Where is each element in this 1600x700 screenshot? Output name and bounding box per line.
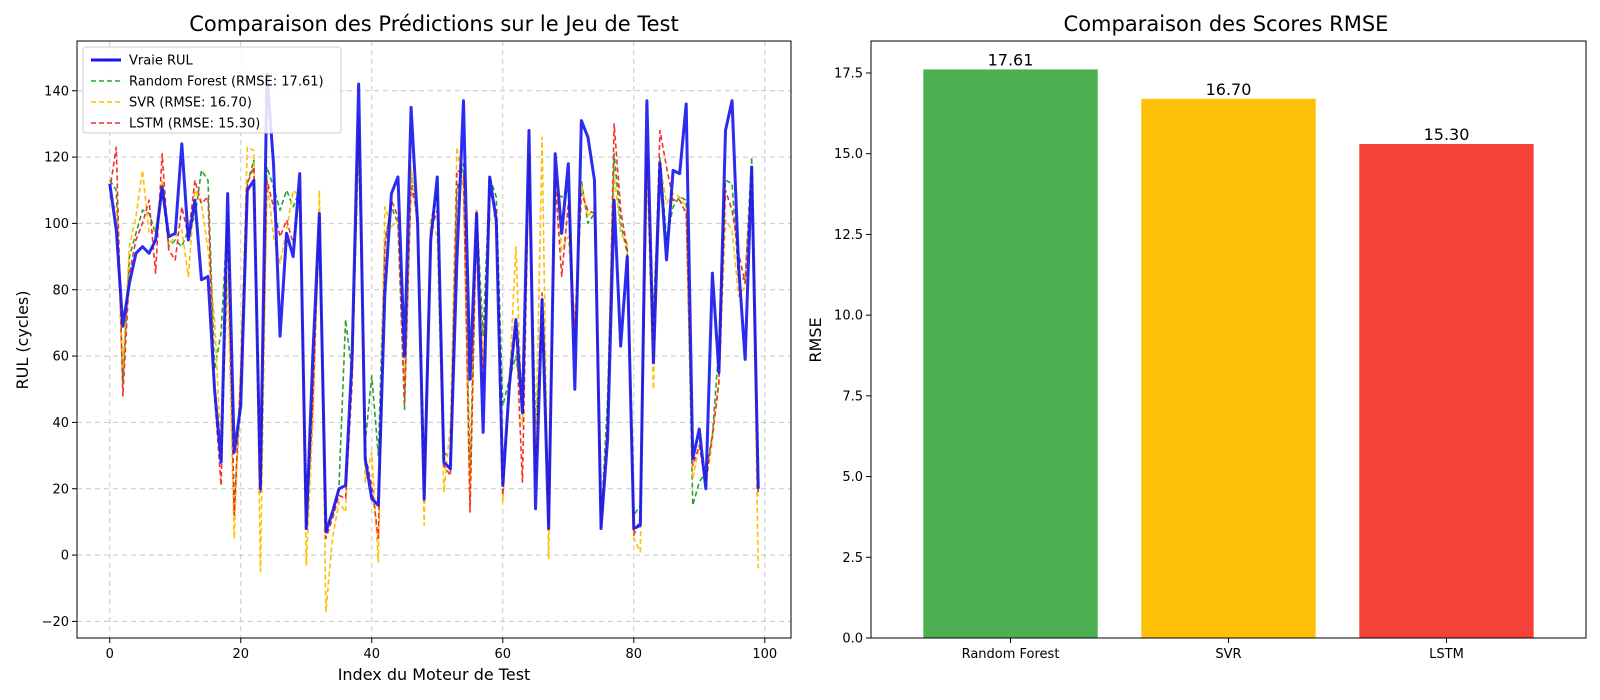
x-tick-label: Random Forest bbox=[962, 647, 1060, 662]
series-line-svr bbox=[109, 129, 760, 613]
line-chart-legend: Vraie RUL Random Forest (RMSE: 17.61) SVR … bbox=[82, 46, 342, 134]
bar-chart-x-ticks: Random Forest SVR LSTM bbox=[962, 638, 1464, 662]
line-chart-title: Comparaison des Prédictions sur le Jeu d… bbox=[189, 12, 678, 36]
y-tick-label: 20 bbox=[52, 482, 69, 497]
y-tick-label: −20 bbox=[42, 615, 69, 630]
y-tick-label: 140 bbox=[44, 84, 69, 99]
y-tick-label: 100 bbox=[44, 217, 69, 232]
line-chart-x-ticks: 0 20 40 60 80 100 bbox=[106, 638, 777, 662]
line-chart-panel: Comparaison des Prédictions sur le Jeu d… bbox=[13, 12, 792, 684]
x-tick-label: 0 bbox=[106, 647, 114, 662]
line-chart-y-axis-label: RUL (cycles) bbox=[13, 291, 32, 390]
bar-value-label: 16.70 bbox=[1206, 80, 1252, 99]
legend-label: Vraie RUL bbox=[129, 54, 193, 69]
bar-chart-panel: Comparaison des Scores RMSE 17.61 16.70 15… bbox=[806, 12, 1587, 662]
y-tick-label: 12.5 bbox=[834, 228, 863, 243]
bar-chart-y-ticks: 0.0 2.5 5.0 7.5 10.0 12.5 15.0 17.5 bbox=[834, 66, 871, 647]
y-tick-label: 2.5 bbox=[842, 551, 863, 566]
legend-label: LSTM (RMSE: 15.30) bbox=[129, 117, 260, 132]
x-tick-label: LSTM bbox=[1429, 647, 1464, 662]
y-tick-label: 17.5 bbox=[834, 66, 863, 81]
bar-lstm bbox=[1359, 143, 1534, 638]
line-chart-series bbox=[108, 72, 760, 613]
bar-value-label: 15.30 bbox=[1424, 125, 1470, 144]
y-tick-label: 7.5 bbox=[842, 389, 863, 404]
bar-chart-y-axis-label: RMSE bbox=[806, 317, 825, 362]
line-chart-y-ticks: −20 0 20 40 60 80 100 120 140 bbox=[42, 84, 77, 630]
legend-label: SVR (RMSE: 16.70) bbox=[129, 96, 252, 111]
bar-value-label: 17.61 bbox=[988, 50, 1034, 69]
line-chart-plot-area bbox=[76, 40, 792, 639]
legend-label: Random Forest (RMSE: 17.61) bbox=[129, 75, 324, 90]
x-tick-label: SVR bbox=[1215, 647, 1241, 662]
y-tick-label: 80 bbox=[52, 283, 69, 298]
bar-random-forest bbox=[923, 69, 1098, 638]
series-line-vraie bbox=[108, 72, 760, 534]
y-tick-label: 60 bbox=[52, 350, 69, 365]
bar-chart-bars: 17.61 16.70 15.30 bbox=[923, 50, 1534, 638]
x-tick-label: 60 bbox=[495, 647, 512, 662]
x-tick-label: 80 bbox=[626, 647, 643, 662]
y-tick-label: 0.0 bbox=[842, 632, 863, 647]
bar-svr bbox=[1141, 98, 1316, 638]
line-chart-x-axis-label: Index du Moteur de Test bbox=[338, 665, 531, 684]
x-tick-label: 100 bbox=[752, 647, 777, 662]
x-tick-label: 40 bbox=[363, 647, 380, 662]
y-tick-label: 5.0 bbox=[842, 470, 863, 485]
y-tick-label: 0 bbox=[61, 549, 69, 564]
y-tick-label: 40 bbox=[52, 416, 69, 431]
y-tick-label: 15.0 bbox=[834, 147, 863, 162]
y-tick-label: 10.0 bbox=[834, 309, 863, 324]
bar-chart-title: Comparaison des Scores RMSE bbox=[1064, 12, 1389, 36]
legend-box bbox=[82, 46, 342, 134]
y-tick-label: 120 bbox=[44, 151, 69, 166]
x-tick-label: 20 bbox=[232, 647, 249, 662]
